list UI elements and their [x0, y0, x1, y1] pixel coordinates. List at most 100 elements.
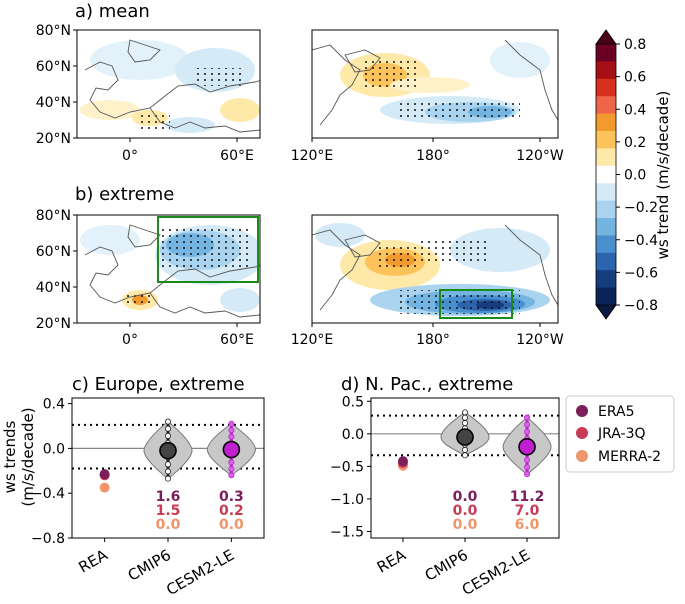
lon-tick-120w-b: 120°W [516, 332, 564, 348]
member-point [524, 414, 531, 421]
y-tick-label: 0.0 [43, 441, 65, 457]
colorbar-ticks: 0.8 0.6 0.4 0.2 0.0 −0.2 −0.4 −0.6 −0.8 [616, 37, 658, 314]
colorbar-segment [596, 96, 616, 115]
lon-tick-0-a: 0° [122, 148, 138, 164]
lat-tick-60-b: 60°N [36, 244, 71, 260]
reanalysis-point-era5 [99, 469, 110, 480]
x-tick-label: CMIP6 [422, 546, 471, 585]
colorbar-segment [596, 218, 616, 236]
colorbar-segment [596, 252, 616, 271]
lon-tick-180-b: 180° [416, 332, 450, 348]
pacific-region-box [439, 289, 513, 319]
map-lon-ticks-b: 0° 60°E 120°E 180° 120°W [122, 323, 564, 348]
colorbar-segment [596, 113, 616, 132]
lat-tick-20-a: 20°N [36, 131, 71, 147]
lon-tick-120w-a: 120°W [516, 148, 564, 164]
member-point [228, 459, 235, 466]
member-point [524, 471, 531, 478]
x-tick-label: REA [374, 546, 410, 577]
reanalysis-point-era5 [397, 456, 408, 467]
member-point [524, 421, 531, 428]
x-tick-label: CMIP6 [125, 546, 174, 585]
member-point [461, 452, 468, 459]
legend-marker-jra3q [576, 427, 588, 439]
colorbar-segment [596, 131, 616, 149]
member-point [524, 428, 531, 435]
legend: ERA5 JRA-3Q MERRA-2 [565, 395, 675, 473]
lat-tick-60-a: 60°N [36, 59, 71, 75]
lat-tick-40-a: 40°N [36, 95, 71, 111]
legend-marker-era5 [576, 405, 588, 417]
map-b-europe [76, 214, 261, 324]
y-tick-label: 0.5 [342, 394, 364, 410]
member-point [164, 425, 171, 432]
x-tick-label: CESM2-LE [163, 546, 237, 599]
percent-label: 0.0 [453, 489, 478, 505]
legend-label-era5: ERA5 [598, 404, 635, 420]
member-point [228, 472, 235, 479]
percent-label: 0.0 [453, 503, 478, 519]
panel-c-ylabel-line2: (m/s/decade) [19, 407, 37, 506]
colorbar-tick-label: −0.4 [624, 233, 658, 249]
colorbar-segment [596, 44, 616, 62]
panel-b-title: b) extreme [75, 184, 174, 205]
ensemble-mean-cmip6 [456, 428, 474, 446]
colorbar-tick-label: 0.2 [624, 135, 646, 151]
lon-tick-180-a: 180° [416, 148, 450, 164]
lon-tick-120e-a: 120°E [291, 148, 334, 164]
member-point [164, 461, 171, 468]
colorbar-segment [596, 148, 616, 167]
colorbar-extend-top [595, 29, 617, 45]
map-a-europe [76, 29, 261, 139]
y-tick-label: −0.5 [330, 459, 364, 475]
percent-label: 11.2 [510, 489, 545, 505]
colorbar-tick-label: −0.8 [624, 298, 658, 314]
map-lon-ticks-a: 0° 60°E 120°E 180° 120°W [122, 138, 564, 164]
percent-label: 0.0 [156, 517, 181, 533]
panel-c-title: c) Europe, extreme [72, 374, 245, 395]
y-tick-label: −1.0 [330, 492, 364, 508]
colorbar-segment [596, 270, 616, 289]
member-point [524, 457, 531, 464]
europe-region-box [157, 216, 259, 283]
colorbar-segment [596, 287, 616, 306]
percent-label: 0.0 [453, 517, 478, 533]
ensemble-mean-cesm2-le [518, 438, 536, 456]
member-point [461, 414, 468, 421]
colorbar-extend-bottom [595, 304, 617, 320]
colorbar-tick-label: 0.0 [624, 168, 646, 184]
lat-tick-20-b: 20°N [36, 316, 71, 332]
lat-tick-80-a: 80°N [36, 23, 71, 39]
colorbar-segment [596, 165, 616, 184]
y-tick-label: −1.5 [330, 524, 364, 540]
lon-tick-120e-b: 120°E [291, 332, 334, 348]
member-point [164, 475, 171, 482]
map-b-pacific [311, 214, 559, 324]
panel-c-ylabel-line1: ws trends [1, 421, 19, 494]
lat-tick-80-b: 80°N [36, 208, 71, 224]
map-a-pacific [311, 29, 559, 139]
member-point [461, 409, 468, 416]
x-tick-label: CESM2-LE [459, 546, 533, 599]
member-point [164, 432, 171, 439]
y-tick-label: 0.0 [342, 427, 364, 443]
member-point [164, 468, 171, 475]
panel-d-title: d) N. Pac., extreme [341, 374, 513, 395]
colorbar-segment [596, 200, 616, 219]
colorbar-tick-label: −0.6 [624, 265, 658, 281]
member-point [228, 465, 235, 472]
ensemble-mean-cesm2-le [222, 440, 241, 459]
y-tick-label: −0.4 [31, 486, 65, 502]
member-point [228, 433, 235, 440]
member-point [228, 420, 235, 427]
member-point [461, 420, 468, 427]
member-point [228, 427, 235, 434]
percent-label: 0.2 [219, 503, 244, 519]
legend-marker-merra2 [576, 450, 588, 462]
percent-label: 1.5 [156, 503, 181, 519]
colorbar-tick-label: −0.2 [624, 200, 658, 216]
x-tick-label: REA [76, 546, 112, 577]
colorbar [595, 29, 617, 320]
ensemble-mean-cmip6 [159, 441, 177, 460]
